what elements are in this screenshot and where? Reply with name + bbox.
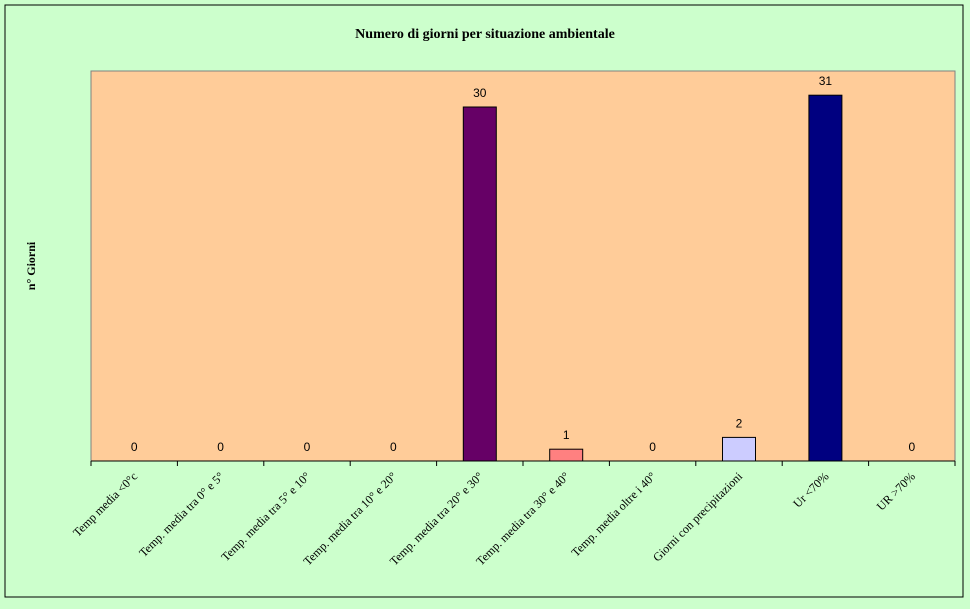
- x-ticks-layer: [90, 461, 956, 466]
- bar-5: [549, 448, 584, 462]
- value-label-3: 0: [390, 440, 397, 454]
- value-label-0: 0: [131, 440, 138, 454]
- value-label-2: 0: [304, 440, 311, 454]
- value-labels-layer: 0 0 0 0 30 1 0 2 31 0: [131, 74, 916, 454]
- bar-4: [462, 106, 497, 462]
- value-label-6: 0: [649, 440, 656, 454]
- value-label-7: 2: [736, 416, 743, 430]
- value-label-4: 30: [473, 86, 487, 100]
- value-label-1: 0: [217, 440, 224, 454]
- bar-8: [808, 94, 843, 462]
- bar-7: [722, 436, 756, 462]
- value-label-8: 31: [819, 74, 833, 88]
- value-label-5: 1: [563, 428, 570, 442]
- chart-title: Numero di giorni per situazione ambienta…: [355, 27, 615, 42]
- value-label-9: 0: [908, 440, 915, 454]
- y-axis-label: n° Giorni: [24, 241, 38, 290]
